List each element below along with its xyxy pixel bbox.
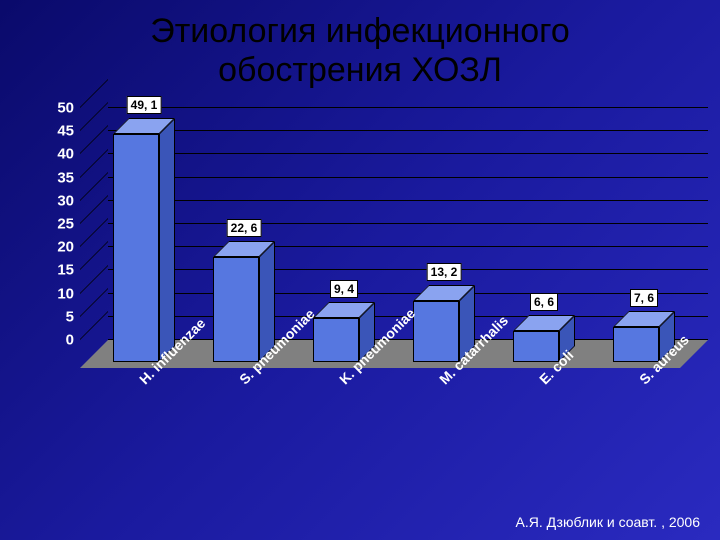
y-tick-label: 35 — [40, 169, 74, 186]
y-tick-label: 10 — [40, 285, 74, 302]
y-tick-label: 0 — [40, 332, 74, 349]
y-tick-label: 20 — [40, 239, 74, 256]
bars-container: 49, 122, 69, 413, 26, 67, 6 — [80, 108, 680, 368]
bar-value-label: 7, 6 — [630, 289, 658, 307]
bar-value-label: 9, 4 — [330, 280, 358, 298]
bar — [413, 301, 459, 362]
bar — [513, 331, 559, 362]
y-tick-label: 45 — [40, 123, 74, 140]
y-axis: 05101520253035404550 — [40, 108, 78, 368]
title-line-2: обострения ХОЗЛ — [218, 51, 502, 89]
y-tick-label: 5 — [40, 308, 74, 325]
bar-value-label: 13, 2 — [427, 263, 462, 281]
attribution-text: А.Я. Дзюблик и соавт. , 2006 — [515, 514, 700, 530]
y-tick-label: 30 — [40, 192, 74, 209]
bar-value-label: 49, 1 — [127, 96, 162, 114]
x-axis: H. influenzaeS. pneumoniaeK. pneumoniaeM… — [80, 370, 680, 448]
y-tick-label: 25 — [40, 216, 74, 233]
bar-value-label: 22, 6 — [227, 219, 262, 237]
bar-chart: 05101520253035404550 49, 122, 69, 413, 2… — [40, 108, 680, 448]
bar-value-label: 6, 6 — [530, 293, 558, 311]
y-tick-label: 15 — [40, 262, 74, 279]
title-line-1: Этиология инфекционного — [150, 12, 569, 50]
page-title: Этиология инфекционного обострения ХОЗЛ — [0, 12, 720, 90]
bar — [113, 134, 159, 362]
y-tick-label: 40 — [40, 146, 74, 163]
bar — [613, 327, 659, 362]
y-tick-label: 50 — [40, 100, 74, 117]
bar — [313, 318, 359, 362]
bar — [213, 257, 259, 362]
plot-area: 49, 122, 69, 413, 26, 67, 6 — [80, 108, 680, 368]
